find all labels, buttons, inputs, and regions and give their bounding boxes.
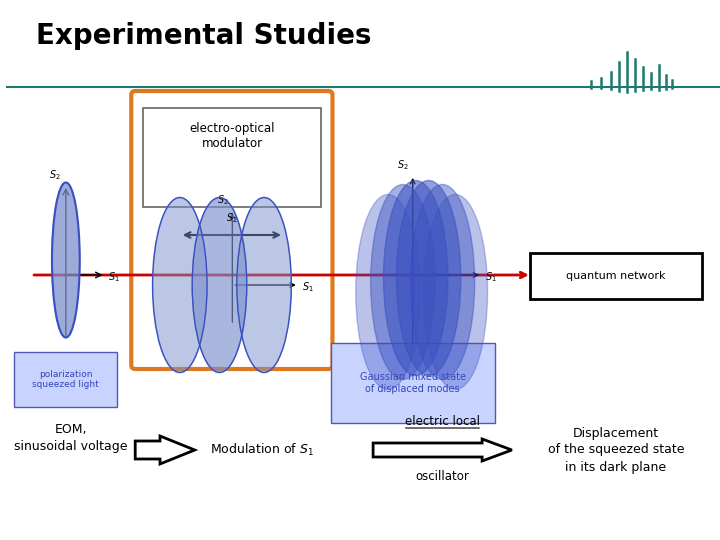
Text: electric local: electric local [405, 415, 480, 428]
Ellipse shape [423, 194, 487, 389]
Ellipse shape [356, 194, 420, 389]
Ellipse shape [153, 198, 207, 373]
Text: $S_2$: $S_2$ [227, 211, 238, 225]
Text: quantum network: quantum network [566, 271, 666, 281]
Polygon shape [135, 436, 194, 464]
Text: $S_2$: $S_2$ [217, 193, 228, 207]
Text: $S_1$: $S_1$ [302, 280, 313, 294]
Ellipse shape [52, 183, 80, 338]
Text: electro-optical
modulator: electro-optical modulator [189, 122, 275, 150]
Text: oscillator: oscillator [415, 470, 469, 483]
Ellipse shape [192, 198, 247, 373]
Ellipse shape [384, 180, 448, 375]
Text: EOM,
sinusoidal voltage: EOM, sinusoidal voltage [14, 423, 127, 453]
Ellipse shape [237, 198, 292, 373]
Text: $S_1$: $S_1$ [485, 270, 497, 284]
Ellipse shape [397, 180, 461, 375]
Text: polarization
squeezed light: polarization squeezed light [32, 370, 99, 389]
FancyBboxPatch shape [143, 108, 320, 207]
Text: Displacement
of the squeezed state
in its dark plane: Displacement of the squeezed state in it… [548, 427, 684, 474]
Text: $S_2$: $S_2$ [397, 158, 409, 172]
Text: $S_1$: $S_1$ [109, 270, 120, 284]
Text: $S_2$: $S_2$ [49, 168, 61, 182]
Ellipse shape [410, 185, 474, 380]
Text: Modulation of $S_1$: Modulation of $S_1$ [210, 442, 314, 458]
Text: Gaussian mixed state
of displaced modes: Gaussian mixed state of displaced modes [360, 372, 466, 394]
FancyBboxPatch shape [530, 253, 702, 299]
Ellipse shape [371, 185, 435, 380]
Polygon shape [373, 439, 512, 461]
Text: Experimental Studies: Experimental Studies [36, 22, 372, 50]
FancyBboxPatch shape [131, 91, 333, 369]
